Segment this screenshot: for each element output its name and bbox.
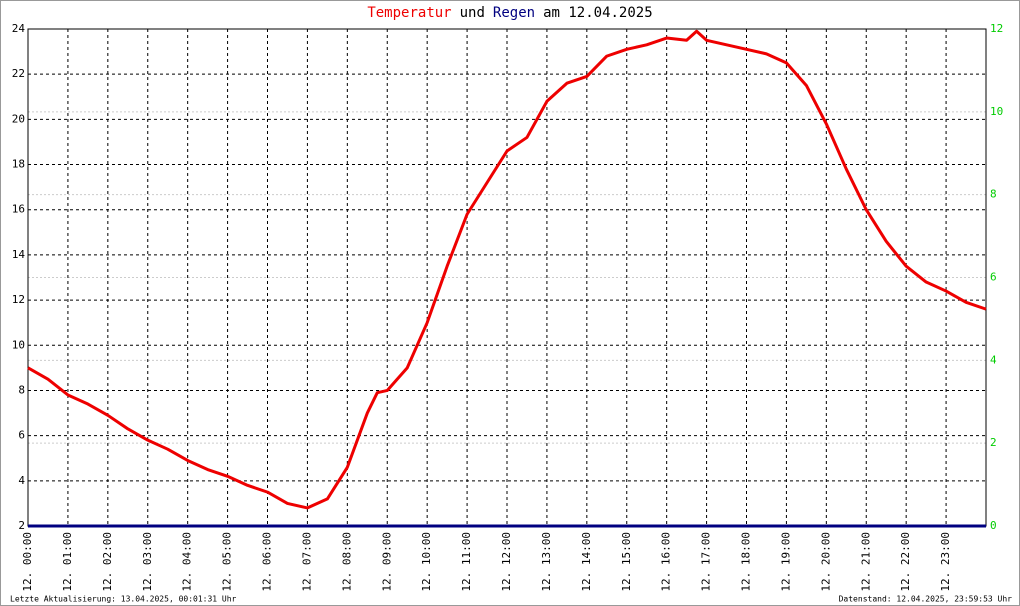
- x-tick-label: 12. 11:00: [460, 532, 473, 592]
- y-tick-label: 16: [12, 203, 25, 216]
- x-tick-label: 12. 05:00: [221, 532, 234, 592]
- x-tick-label: 12. 22:00: [899, 532, 912, 592]
- x-tick-label: 12. 01:00: [61, 532, 74, 592]
- y-tick-label: 18: [12, 158, 25, 171]
- y2-tick-label: 4: [990, 353, 997, 366]
- chart-title: Temperatur und Regen am 12.04.2025: [367, 5, 652, 21]
- x-tick-label: 12. 18:00: [740, 532, 753, 592]
- y-tick-label: 14: [12, 248, 26, 261]
- y2-tick-label: 6: [990, 271, 997, 284]
- y-tick-label: 24: [12, 22, 26, 35]
- x-tick-label: 12. 23:00: [939, 532, 952, 592]
- x-tick-label: 12. 19:00: [779, 532, 792, 592]
- x-tick-label: 12. 13:00: [540, 532, 553, 592]
- title-part: und: [460, 5, 485, 21]
- x-tick-label: 12. 06:00: [261, 532, 274, 592]
- x-tick-label: 12. 04:00: [181, 532, 194, 592]
- y2-tick-label: 8: [990, 188, 997, 201]
- x-tick-label: 12. 21:00: [859, 532, 872, 592]
- x-tick-label: 12. 08:00: [340, 532, 353, 592]
- title-part: Regen: [493, 5, 535, 21]
- y-tick-label: 6: [18, 429, 25, 442]
- x-tick-label: 12. 20:00: [819, 532, 832, 592]
- x-tick-label: 12. 07:00: [300, 532, 313, 592]
- footer-right: Datenstand: 12.04.2025, 23:59:53 Uhr: [839, 595, 1013, 604]
- x-tick-label: 12. 17:00: [700, 532, 713, 592]
- x-tick-label: 12. 10:00: [420, 532, 433, 592]
- x-tick-label: 12. 02:00: [101, 532, 114, 592]
- x-tick-label: 12. 12:00: [500, 532, 513, 592]
- x-tick-label: 12. 03:00: [141, 532, 154, 592]
- footer-left: Letzte Aktualisierung: 13.04.2025, 00:01…: [10, 595, 237, 604]
- y-tick-label: 10: [12, 338, 25, 351]
- x-tick-label: 12. 09:00: [380, 532, 393, 592]
- y-tick-label: 8: [18, 383, 25, 396]
- y-tick-label: 12: [12, 293, 25, 306]
- series-line: [27, 29, 987, 510]
- y-tick-label: 20: [12, 112, 25, 125]
- y-tick-label: 2: [18, 519, 25, 532]
- y-tick-label: 4: [18, 474, 25, 487]
- y-tick-label: 22: [12, 67, 25, 80]
- y2-tick-label: 0: [990, 519, 997, 532]
- x-tick-label: 12. 16:00: [660, 532, 673, 592]
- x-tick-label: 12. 00:00: [21, 532, 34, 592]
- y2-tick-label: 12: [990, 22, 1003, 35]
- title-part: Temperatur: [367, 5, 451, 21]
- y2-tick-label: 2: [990, 436, 997, 449]
- title-part: am 12.04.2025: [543, 5, 653, 21]
- x-tick-label: 12. 14:00: [580, 532, 593, 592]
- y2-tick-label: 10: [990, 105, 1003, 118]
- x-tick-label: 12. 15:00: [620, 532, 633, 592]
